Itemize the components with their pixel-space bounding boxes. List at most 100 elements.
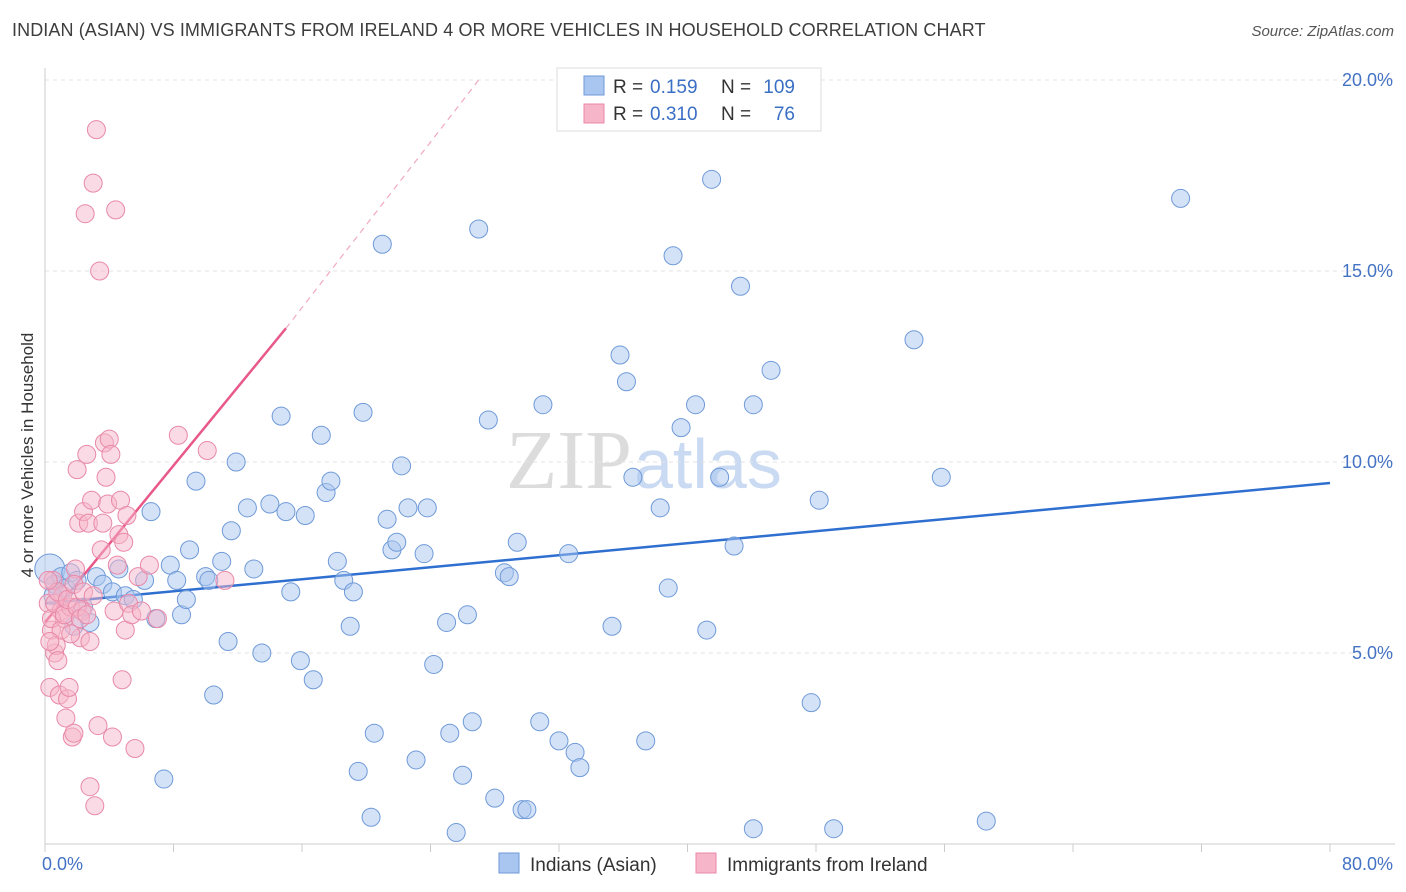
watermark-atlas: atlas xyxy=(634,425,782,503)
data-point xyxy=(570,758,590,778)
data-point xyxy=(260,494,280,514)
data-point xyxy=(212,551,232,571)
y-tick-label: 20.0% xyxy=(1342,70,1393,90)
data-point xyxy=(658,578,678,598)
data-point xyxy=(931,467,951,487)
y-axis-title: 4 or more Vehicles in Household xyxy=(18,333,37,578)
trend-line-ireland-extension xyxy=(285,79,480,329)
data-point xyxy=(469,219,489,239)
data-point xyxy=(139,555,159,575)
legend-n-label-2: N = xyxy=(721,104,751,125)
y-tick-label: 10.0% xyxy=(1342,452,1393,472)
data-point xyxy=(176,590,196,610)
data-point xyxy=(237,498,257,518)
data-point xyxy=(154,769,174,789)
data-point xyxy=(80,632,100,652)
legend-n-value-1: 109 xyxy=(763,77,795,98)
data-point xyxy=(697,620,717,640)
data-point xyxy=(59,677,79,697)
data-point xyxy=(904,330,924,350)
data-point xyxy=(372,234,392,254)
data-point xyxy=(128,567,148,587)
data-point xyxy=(67,460,87,480)
data-point xyxy=(147,609,167,629)
data-point xyxy=(80,777,100,797)
data-point xyxy=(710,467,730,487)
data-point xyxy=(276,502,296,522)
data-point xyxy=(387,532,407,552)
tick-labels: 5.0% 10.0% 15.0% 20.0% 0.0% 80.0% xyxy=(42,70,1393,874)
trend-line-indians xyxy=(44,481,1331,605)
data-point xyxy=(353,402,373,422)
data-point xyxy=(88,716,108,736)
data-point xyxy=(398,498,418,518)
data-point xyxy=(102,727,122,747)
data-point xyxy=(303,670,323,690)
data-point xyxy=(406,750,426,770)
correlation-legend: R = 0.159 N = 109 R = 0.310 N = 76 xyxy=(556,67,822,132)
data-point xyxy=(340,616,360,636)
data-point xyxy=(295,505,315,525)
series-immigrants-ireland xyxy=(38,120,235,816)
legend-r-label-1: R = xyxy=(613,77,643,98)
data-point xyxy=(56,708,76,728)
data-point xyxy=(197,441,217,461)
data-point xyxy=(343,582,363,602)
data-point xyxy=(976,811,996,831)
trend-lines xyxy=(44,79,1331,624)
data-point xyxy=(77,444,97,464)
data-point xyxy=(361,807,381,827)
bottom-legend-label-ireland: Immigrants from Ireland xyxy=(727,855,928,876)
data-point xyxy=(437,612,457,632)
data-point xyxy=(364,723,384,743)
data-point xyxy=(96,467,116,487)
data-point xyxy=(271,406,291,426)
data-point xyxy=(252,643,272,663)
data-point xyxy=(724,536,744,556)
data-point xyxy=(83,586,103,606)
bottom-legend-label-indians: Indians (Asian) xyxy=(530,855,657,876)
data-point xyxy=(559,544,579,564)
data-point xyxy=(743,395,763,415)
data-point xyxy=(180,540,200,560)
data-point xyxy=(311,425,331,445)
data-point xyxy=(131,601,151,621)
bottom-legend-swatch-indians xyxy=(498,852,520,874)
data-point xyxy=(85,796,105,816)
legend-n-value-2: 76 xyxy=(774,104,795,125)
data-point xyxy=(507,532,527,552)
data-point xyxy=(801,693,821,713)
data-point xyxy=(636,731,656,751)
watermark-zip: ZIP xyxy=(506,414,632,507)
data-point xyxy=(141,502,161,522)
data-point xyxy=(549,731,569,751)
bottom-legend-swatch-ireland xyxy=(695,852,717,874)
data-point xyxy=(453,765,473,785)
data-point xyxy=(321,471,341,491)
y-tick-label: 15.0% xyxy=(1342,261,1393,281)
data-point xyxy=(809,490,829,510)
data-point xyxy=(204,685,224,705)
data-point xyxy=(64,723,84,743)
data-point xyxy=(215,570,235,590)
data-point xyxy=(168,425,188,445)
legend-r-label-2: R = xyxy=(613,104,643,125)
data-point xyxy=(440,723,460,743)
data-point xyxy=(91,540,111,560)
data-point xyxy=(106,200,126,220)
data-point xyxy=(125,739,145,758)
data-point xyxy=(499,567,519,587)
data-point xyxy=(485,788,505,808)
data-point xyxy=(48,651,68,671)
legend-swatch-indians xyxy=(583,75,605,96)
data-point xyxy=(90,261,110,281)
legend-r-value-2: 0.310 xyxy=(650,104,698,125)
data-point xyxy=(101,444,121,464)
data-point xyxy=(1171,188,1191,208)
data-point xyxy=(226,452,246,472)
data-point xyxy=(186,471,206,491)
data-point xyxy=(530,712,550,732)
data-point xyxy=(112,670,132,690)
data-point xyxy=(663,246,683,266)
